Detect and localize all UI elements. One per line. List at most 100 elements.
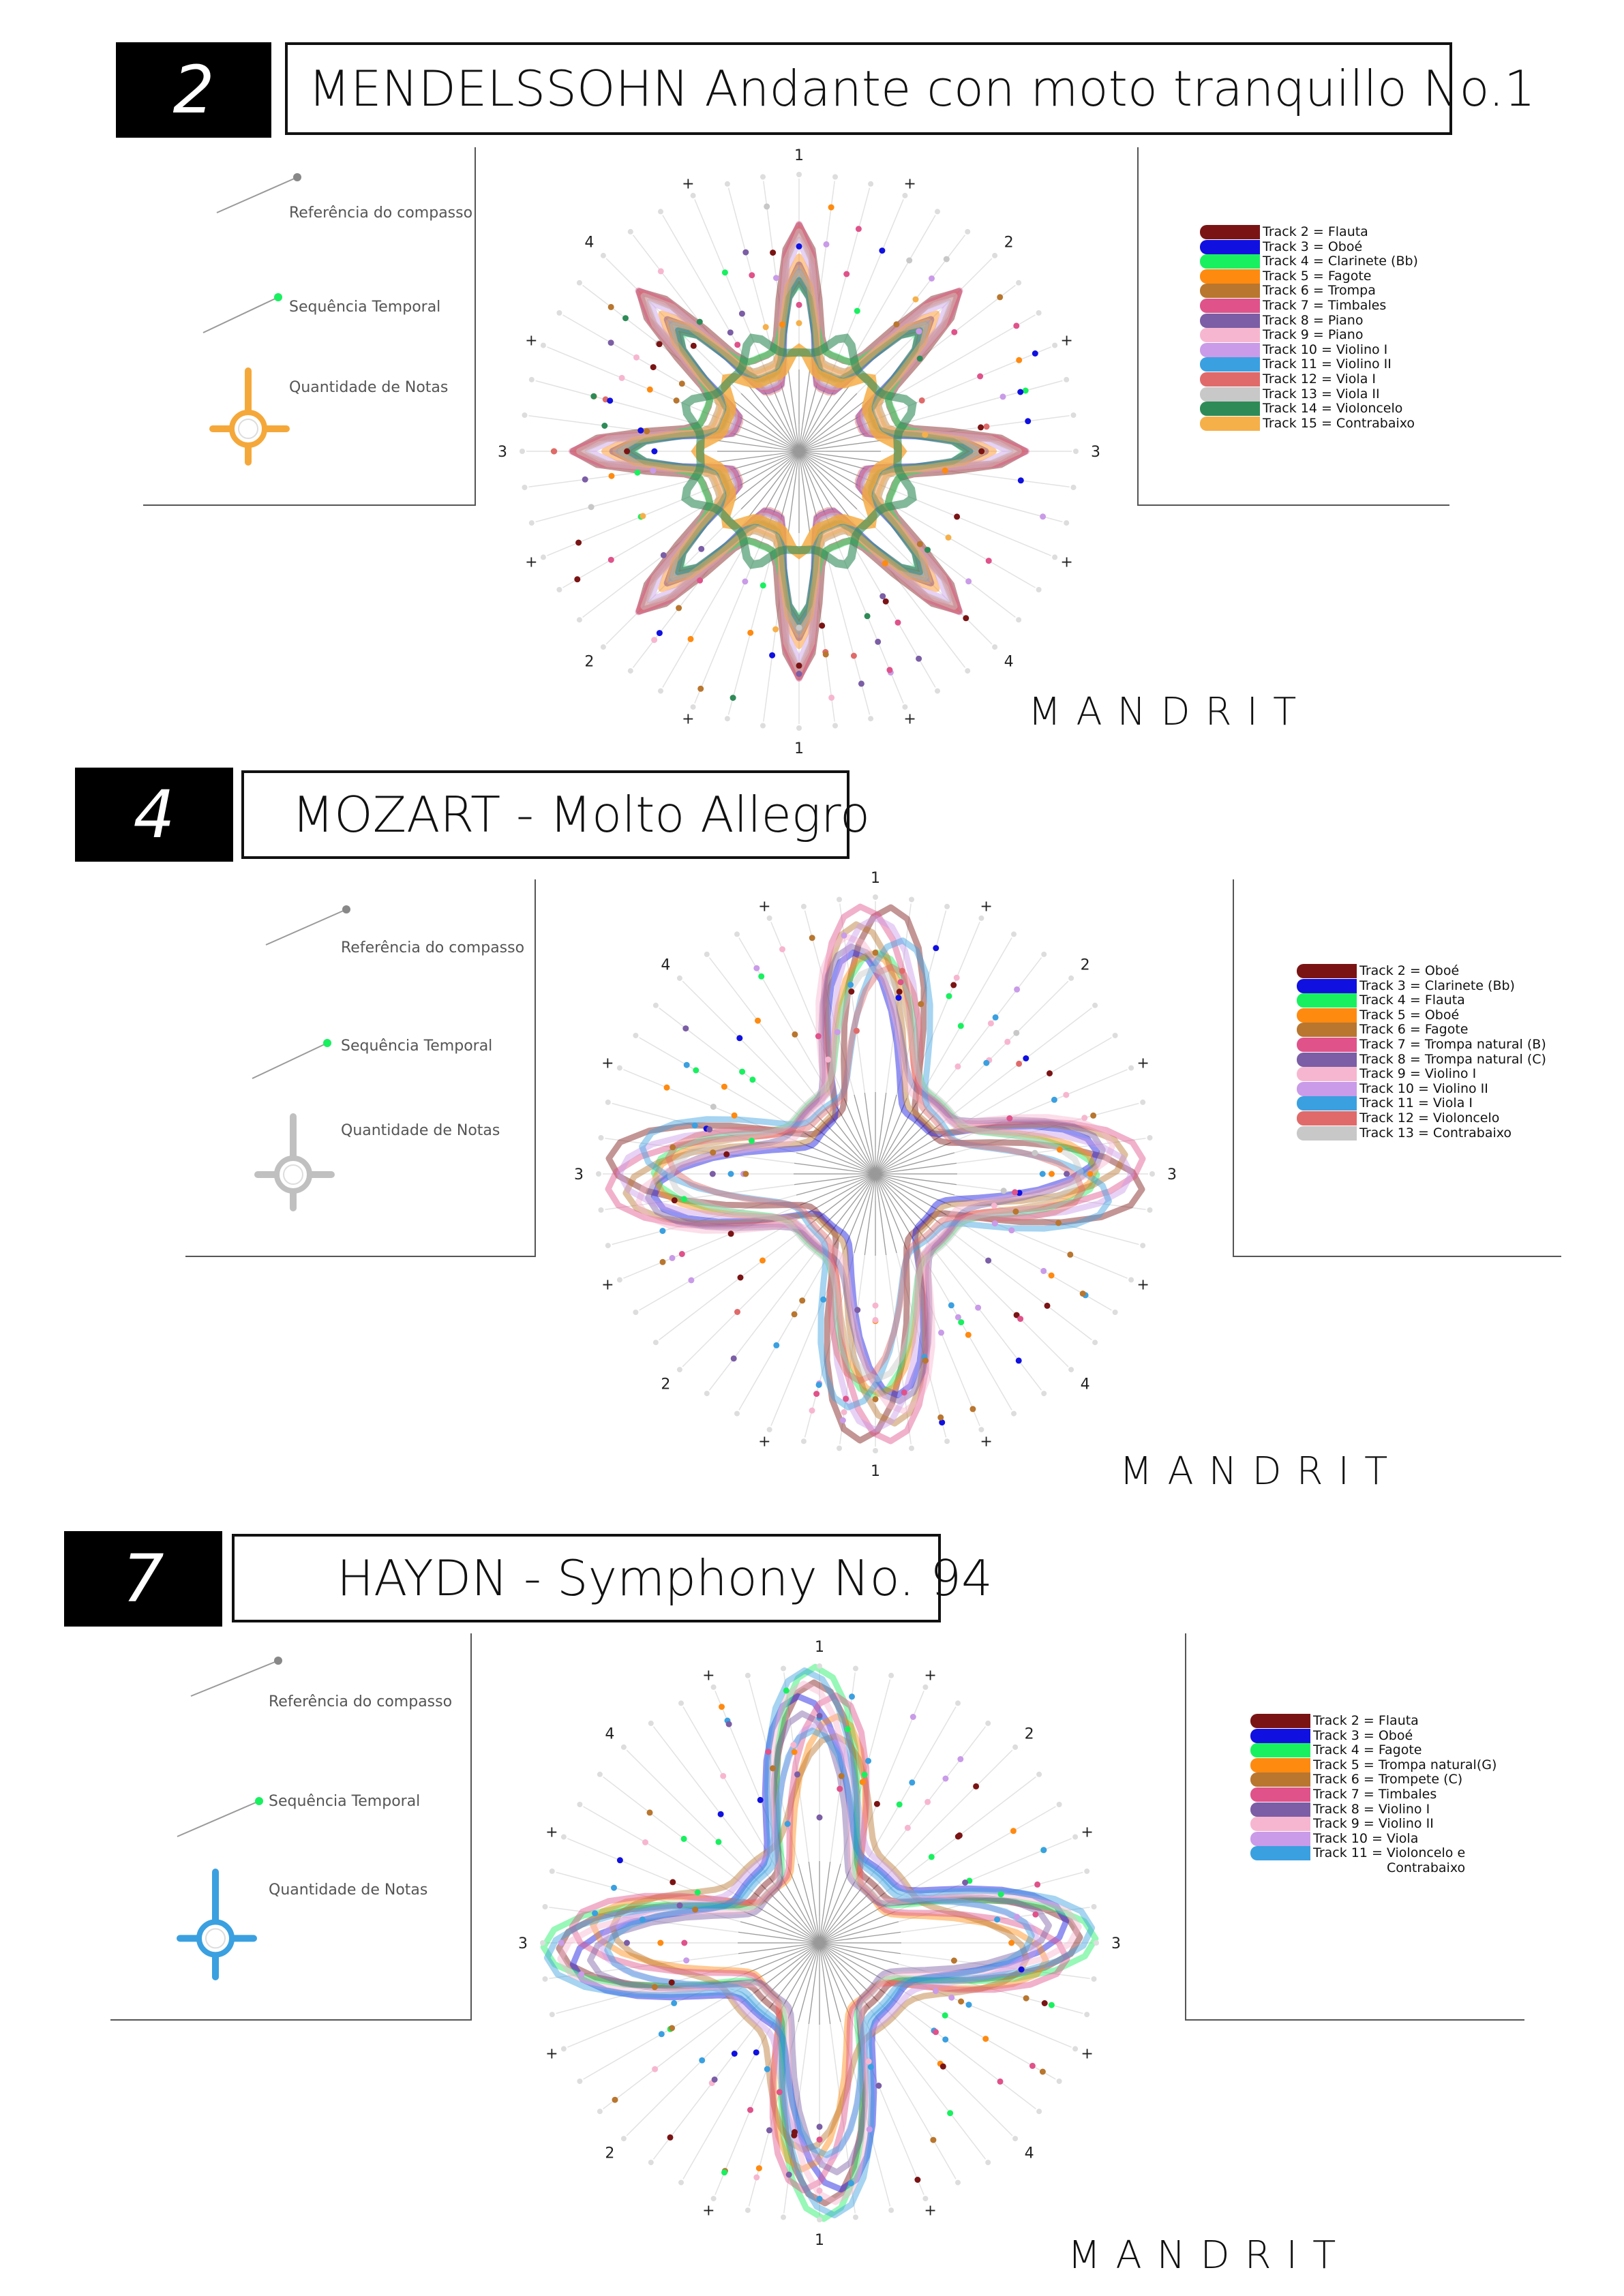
axis-plus: + <box>758 1434 770 1451</box>
hub-spoke <box>740 393 800 452</box>
hub-spoke <box>798 451 864 502</box>
note-dot <box>916 541 923 547</box>
hub-spoke <box>777 372 800 452</box>
hub-spoke <box>875 1098 907 1175</box>
note-dot <box>706 1126 713 1133</box>
outer-dot <box>1012 2136 1019 2142</box>
note-dot <box>1018 1966 1025 1973</box>
note-dot <box>991 1220 998 1227</box>
axis-plus: + <box>1137 1055 1149 1072</box>
legend-swatch <box>1250 1772 1310 1787</box>
note-dot <box>909 1779 916 1786</box>
outer-dot <box>832 723 838 729</box>
note-dot <box>1010 1828 1017 1834</box>
legend-label: Track 10 = Violino II <box>1359 1081 1488 1096</box>
note-dot <box>663 1084 670 1091</box>
note-dot <box>930 2136 937 2143</box>
axis-plus: + <box>980 1434 992 1451</box>
note-dot <box>841 932 847 939</box>
bar-reference-label: Referência do compasso <box>289 205 473 222</box>
outer-dot <box>1068 975 1074 981</box>
note-dot <box>773 275 779 282</box>
outer-dot <box>1068 1367 1074 1373</box>
hub-spoke <box>798 393 858 452</box>
note-dot <box>799 1297 806 1304</box>
outer-dot <box>576 617 582 623</box>
note-dot <box>997 294 1004 301</box>
outer-dot <box>817 2217 822 2222</box>
note-dot <box>1006 1115 1013 1121</box>
note-dot <box>794 1771 800 1778</box>
note-dot <box>843 271 850 277</box>
note-dot <box>551 448 558 455</box>
outer-dot <box>1070 412 1077 418</box>
hub-spoke <box>727 410 800 452</box>
outer-dot <box>992 252 998 258</box>
outer-dot <box>520 449 525 454</box>
note-dot <box>963 615 969 622</box>
outer-dot <box>1016 617 1022 623</box>
note-dot <box>875 638 882 645</box>
legend-list: Track 2 = Oboé Track 3 = Clarinete (Bb) Tr… <box>1297 964 1556 1237</box>
note-dot <box>848 988 855 995</box>
note-dot <box>753 2049 760 2056</box>
note-dot <box>942 1775 949 1782</box>
note-dot <box>688 1277 695 1284</box>
note-icon-core <box>205 1928 226 1949</box>
note-dot <box>816 1814 823 1821</box>
note-dot <box>953 974 960 981</box>
note-dot <box>642 1839 648 1845</box>
outer-dot <box>676 975 682 981</box>
note-dot <box>766 2127 772 2134</box>
hub-spoke <box>798 380 841 452</box>
note-dot <box>737 1274 744 1281</box>
note-dot <box>791 1749 798 1755</box>
axis-label-3: 3 <box>1167 1166 1177 1183</box>
note-dot <box>912 296 919 303</box>
axis-label-1: 1 <box>871 1463 880 1480</box>
note-dot <box>764 203 770 210</box>
outer-dot <box>560 1834 567 1840</box>
outer-dot <box>922 1684 929 1690</box>
note-dot <box>1032 1149 1038 1156</box>
note-dot <box>668 1979 675 1986</box>
legend-label: Track 9 = Violino II <box>1313 1816 1434 1832</box>
note-dot <box>652 2066 659 2072</box>
axis-label-1: 1 <box>794 740 804 757</box>
note-dot <box>796 662 802 669</box>
hub-spoke <box>749 451 800 517</box>
note-dot <box>575 539 582 546</box>
outer-dot <box>902 192 908 198</box>
note-dot <box>1040 513 1047 520</box>
note-dot <box>997 2078 1004 2085</box>
note-dot <box>749 1137 755 1144</box>
outer-dot <box>1011 1410 1017 1417</box>
note-dot <box>1012 1208 1019 1215</box>
outer-dot <box>633 1310 639 1315</box>
brand-mark: MANDRIT <box>1028 690 1312 734</box>
note-dot <box>669 1254 676 1261</box>
track-outline <box>605 904 1145 1444</box>
note-dot <box>637 427 644 434</box>
note-dot <box>864 613 871 620</box>
note-dot <box>792 1031 798 1038</box>
track-outline <box>650 949 1100 1399</box>
note-dot <box>670 1879 676 1886</box>
note-dot <box>753 965 760 971</box>
axis-label-2: 2 <box>584 654 594 671</box>
note-dot <box>687 635 694 642</box>
note-dot <box>991 1203 997 1209</box>
outer-dot <box>965 668 971 674</box>
legend-label: Track 3 = Oboé <box>1313 1727 1413 1743</box>
note-dot <box>813 1391 820 1398</box>
outer-dot <box>633 1033 639 1038</box>
hub-spoke <box>875 1108 926 1175</box>
outer-dot <box>678 1700 684 1706</box>
note-dot <box>1051 1096 1057 1103</box>
note-dot <box>772 626 779 633</box>
note-dot <box>650 467 657 474</box>
hub-spoke <box>875 1173 934 1233</box>
track-outline <box>584 237 1014 666</box>
bar-reference-label: Referência do compasso <box>269 1693 453 1710</box>
hub-spoke <box>794 1162 876 1175</box>
